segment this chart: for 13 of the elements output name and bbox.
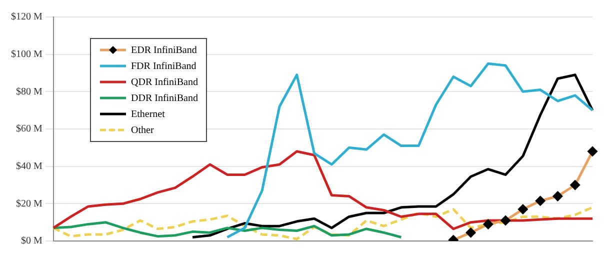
y-tick-label: $100 M (10, 48, 42, 60)
legend-label: DDR InfiniBand (131, 92, 198, 104)
y-tick-label: $0 M (20, 236, 42, 247)
y-tick-label: $20 M (16, 198, 42, 210)
legend-label: FDR InfiniBand (131, 60, 196, 72)
y-tick-label: $80 M (16, 86, 42, 98)
y-tick-label: $60 M (16, 124, 42, 135)
legend-label: Other (131, 124, 154, 136)
legend-label: EDR InfiniBand (131, 44, 197, 56)
y-tick-label: $40 M (16, 160, 42, 172)
legend-label: QDR InfiniBand (131, 76, 198, 88)
legend-label: Ethernet (131, 108, 165, 120)
y-tick-label: $120 M (10, 12, 42, 23)
